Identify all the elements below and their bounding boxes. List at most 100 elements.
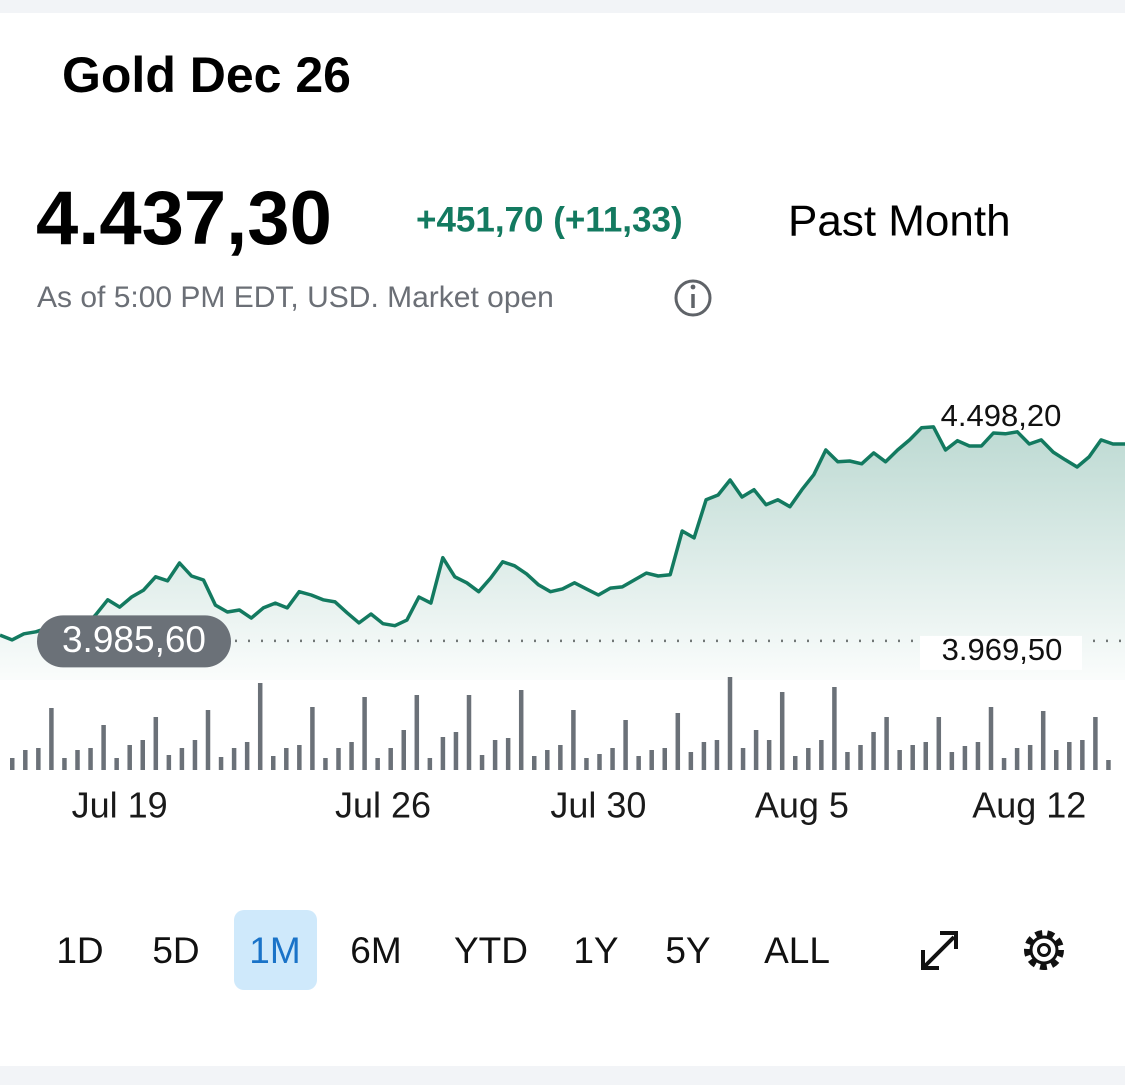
settings-icon[interactable] [1024, 930, 1064, 970]
volume-bar [466, 695, 472, 770]
x-tick-label: Jul 26 [335, 785, 431, 826]
volume-bar [858, 745, 863, 770]
volume-bar [10, 758, 15, 770]
range-button-selected-bg[interactable] [234, 910, 317, 990]
volume-bar [649, 750, 654, 770]
range-button[interactable]: 1M [249, 930, 300, 971]
volume-bar [532, 756, 537, 770]
volume-bar [597, 754, 602, 770]
volume-bar [884, 717, 889, 770]
volume-bar [114, 758, 119, 770]
volume-bar [166, 755, 172, 770]
volume-bar [49, 708, 54, 770]
volume-bar [610, 748, 615, 770]
volume-bar [1093, 717, 1098, 770]
range-button[interactable]: 5D [152, 930, 199, 971]
volume-bar [571, 710, 576, 770]
volume-bar [727, 677, 733, 770]
volume-bar [36, 748, 41, 770]
volume-bar [753, 730, 759, 770]
top-strip [0, 0, 1125, 13]
volume-bar [375, 758, 380, 770]
range-button[interactable]: 5Y [665, 930, 710, 971]
price: 4.437,30 [36, 176, 332, 261]
volume-bar [871, 732, 876, 770]
x-tick-label: Jul 30 [550, 785, 646, 826]
expand-icon[interactable] [921, 931, 958, 970]
volume-bar [949, 752, 955, 770]
volume-bar [505, 738, 511, 770]
start-label-pill [37, 615, 231, 668]
period: Past Month [788, 197, 1011, 246]
volume-bar [479, 755, 485, 770]
volume-bar [1067, 742, 1072, 770]
volume-bar [936, 717, 942, 770]
range-button[interactable]: 1D [56, 930, 103, 971]
range-button[interactable]: 1Y [573, 930, 618, 971]
volume-bar [179, 748, 185, 770]
volume-bar [101, 725, 106, 770]
volume-bar [88, 748, 93, 770]
volume-bar [910, 745, 915, 770]
volume-bar [440, 737, 446, 770]
volume-bar [558, 745, 563, 770]
volume-bar [401, 730, 406, 770]
volume-bar [793, 756, 798, 770]
volume-bar [701, 742, 707, 770]
volume-bar [897, 750, 902, 770]
volume-bar [1106, 760, 1111, 770]
volume-bar [1014, 748, 1020, 770]
volume-bar [75, 750, 80, 770]
previous-close-label-bg [920, 635, 1082, 670]
x-tick-label: Aug 5 [755, 785, 849, 826]
info-icon[interactable] [674, 279, 712, 317]
volume-bar [518, 690, 524, 770]
price-line [0, 425, 1125, 642]
volume-bar [545, 750, 550, 770]
volume-bar [1054, 750, 1059, 770]
previous-close-label: 3.969,50 [942, 632, 1063, 667]
volume-bar [1040, 711, 1046, 770]
volume-bar [623, 720, 628, 770]
volume-bar [218, 757, 224, 770]
volume-bar [244, 742, 250, 770]
volume-bar [740, 748, 746, 770]
volume-bar [192, 740, 198, 770]
range-button[interactable]: 6M [350, 930, 401, 971]
volume-bar [62, 758, 67, 770]
volume-bar [231, 748, 237, 770]
volume-bar [127, 745, 132, 770]
volume-bar [153, 717, 159, 770]
volume-bar [414, 695, 420, 770]
title: Gold Dec 26 [62, 47, 351, 103]
volume-bar [675, 713, 681, 770]
volume-bar [310, 707, 315, 770]
volume-bar [962, 746, 968, 770]
volume-bar [271, 756, 276, 770]
volume-bar [140, 740, 145, 770]
volume-bar [362, 697, 367, 770]
volume-bar [349, 742, 354, 770]
volume-bar [257, 683, 263, 770]
volume-bar [323, 758, 328, 770]
x-tick-label: Aug 12 [972, 785, 1086, 826]
volume-bar [388, 748, 393, 770]
change: +451,70 (+11,33) [416, 200, 683, 239]
volume-bar [688, 752, 694, 770]
volume-bar [1001, 758, 1007, 770]
start-label: 3.985,60 [62, 619, 206, 660]
volume-bar [662, 748, 667, 770]
volume-bar [584, 758, 589, 770]
volume-bar [923, 742, 928, 770]
range-button[interactable]: YTD [454, 930, 528, 971]
volume-bar [205, 710, 211, 770]
volume-bar [23, 750, 28, 770]
range-button[interactable]: ALL [764, 930, 830, 971]
volume-bar [819, 740, 824, 770]
high-label: 4.498,20 [941, 398, 1062, 433]
volume-bar [284, 748, 289, 770]
volume-bar [806, 748, 811, 770]
volume-bar [427, 758, 433, 770]
bottom-strip [0, 1066, 1125, 1085]
